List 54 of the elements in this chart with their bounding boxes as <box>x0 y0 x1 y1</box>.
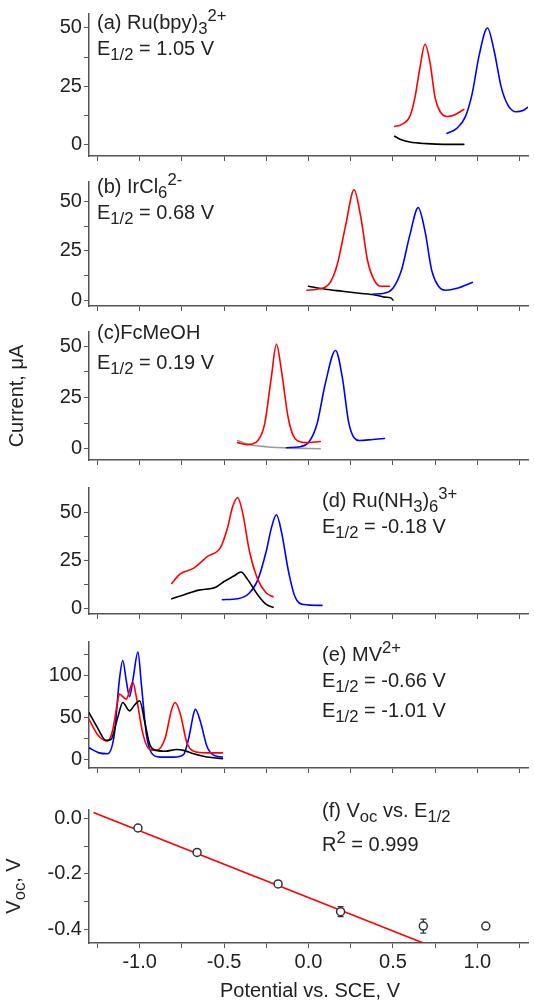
y-tick-label: 50 <box>59 705 82 728</box>
line-series <box>236 439 322 450</box>
y-tick-label: 50 <box>59 500 82 523</box>
point <box>273 879 283 889</box>
annotation: (f) V$_{oc}$ vs. E$_{1/2}$ <box>322 799 451 826</box>
point <box>192 847 202 858</box>
point <box>481 921 491 931</box>
line-series <box>89 700 224 760</box>
line-series <box>89 681 224 754</box>
annotation: E$_{1/2}$ = -0.18 V <box>322 515 446 542</box>
annotation: E$_{1/2}$ = 1.05 V <box>97 37 215 64</box>
y-tick-label: -0.2 <box>47 861 82 884</box>
line-series <box>236 343 322 446</box>
y-tick-label: 100 <box>48 663 82 686</box>
y-tick-label: 25 <box>59 73 82 96</box>
y-tick-label: 0 <box>70 131 82 154</box>
y-tick-label: 25 <box>59 238 82 261</box>
line-series <box>446 27 528 135</box>
y-tick-label: 0 <box>70 287 82 310</box>
x-axis-title: Potential vs. SCE, V <box>219 979 401 1002</box>
line-series <box>170 571 274 609</box>
y-tick-label: 50 <box>59 189 82 212</box>
line-series <box>170 496 274 598</box>
x-tick-label: 0.0 <box>294 949 323 972</box>
line-series <box>393 135 465 146</box>
line-series <box>307 285 394 301</box>
x-tick-label: 1.0 <box>463 949 492 972</box>
annotation: E$_{1/2}$ = 0.68 V <box>97 201 215 228</box>
line-series <box>393 43 465 128</box>
y-tick-label: 0.0 <box>54 805 82 828</box>
y-tick-label: 50 <box>59 15 82 38</box>
y-tick-label: 0 <box>70 595 82 618</box>
x-tick-label: -0.5 <box>206 949 242 972</box>
y-tick-label: 25 <box>59 385 82 408</box>
y-axis-title: Current, μA <box>4 344 28 448</box>
line-series <box>306 189 391 292</box>
annotation: (e) MV$^{2+}$ <box>322 638 401 665</box>
y-tick-label: 0 <box>70 436 82 459</box>
point <box>133 823 143 833</box>
annotation: E$_{1/2}$ = 0.19 V <box>97 351 215 378</box>
annotation: E$_{1/2}$ = -1.01 V <box>322 699 446 726</box>
annotation: R$^{2}$ = 0.999 <box>322 828 419 855</box>
x-tick-label: 0.5 <box>379 949 407 972</box>
line-series <box>371 206 474 295</box>
annotation: E$_{1/2}$ = -0.66 V <box>322 669 446 696</box>
y-tick-label: -0.4 <box>47 916 82 939</box>
line-series <box>221 513 323 607</box>
line-series <box>89 651 224 758</box>
y-tick-label: 0 <box>70 747 82 770</box>
line-series <box>285 349 386 449</box>
y-tick-label: 25 <box>59 548 82 571</box>
annotation: (c)FcMeOH <box>97 321 201 343</box>
y-tick-label: 50 <box>59 333 82 356</box>
x-tick-label: -1.0 <box>122 949 157 972</box>
